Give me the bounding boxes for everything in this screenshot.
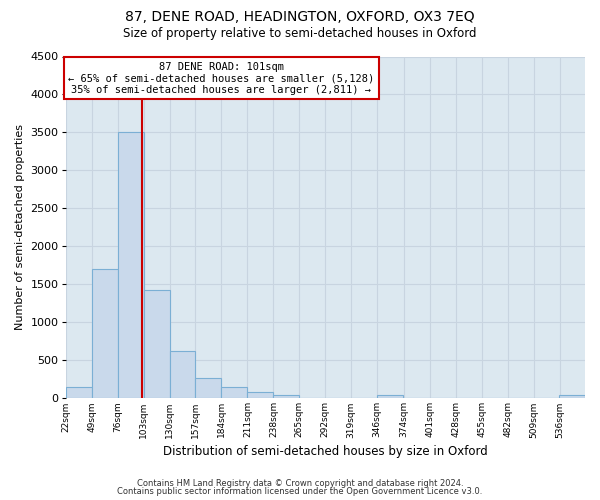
Bar xyxy=(65,387,92,398)
Bar xyxy=(221,386,247,398)
Bar xyxy=(247,392,274,398)
Bar xyxy=(274,395,299,398)
Bar xyxy=(196,378,221,398)
Bar xyxy=(118,132,143,398)
Text: 87, DENE ROAD, HEADINGTON, OXFORD, OX3 7EQ: 87, DENE ROAD, HEADINGTON, OXFORD, OX3 7… xyxy=(125,10,475,24)
Bar xyxy=(559,395,585,398)
Text: Size of property relative to semi-detached houses in Oxford: Size of property relative to semi-detach… xyxy=(123,28,477,40)
Bar xyxy=(143,290,170,399)
Bar xyxy=(170,352,196,399)
Text: 87 DENE ROAD: 101sqm
← 65% of semi-detached houses are smaller (5,128)
35% of se: 87 DENE ROAD: 101sqm ← 65% of semi-detac… xyxy=(68,62,374,95)
Y-axis label: Number of semi-detached properties: Number of semi-detached properties xyxy=(15,124,25,330)
X-axis label: Distribution of semi-detached houses by size in Oxford: Distribution of semi-detached houses by … xyxy=(163,444,488,458)
Bar xyxy=(377,395,403,398)
Text: Contains HM Land Registry data © Crown copyright and database right 2024.: Contains HM Land Registry data © Crown c… xyxy=(137,478,463,488)
Bar xyxy=(92,269,118,398)
Text: Contains public sector information licensed under the Open Government Licence v3: Contains public sector information licen… xyxy=(118,487,482,496)
